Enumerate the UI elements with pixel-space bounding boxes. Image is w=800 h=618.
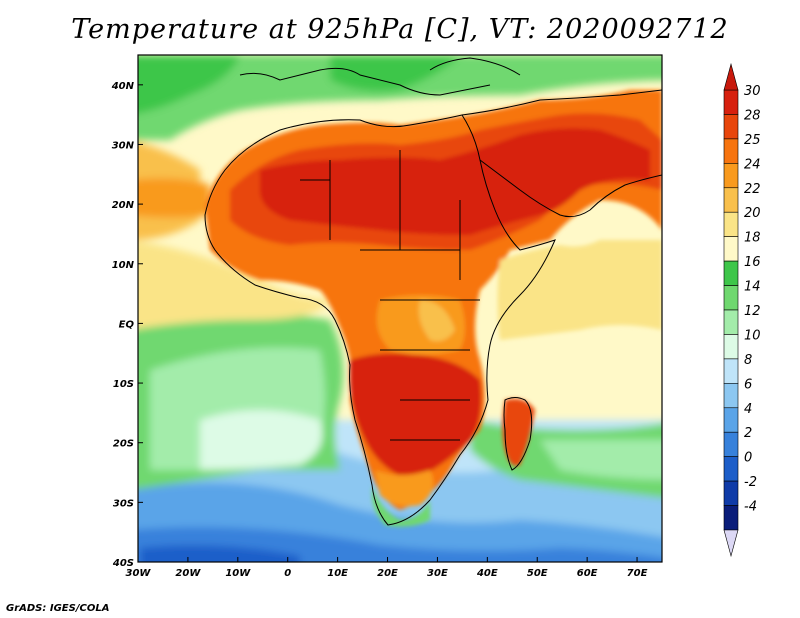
lat-tick-label: 30S <box>113 498 134 509</box>
colorbar-label: 2 <box>744 426 752 441</box>
colorbar-label: 20 <box>744 206 761 221</box>
lat-tick-label: 10N <box>112 260 135 271</box>
colorbar-label: 24 <box>744 157 761 172</box>
temperature-field <box>138 55 662 562</box>
colorbar-label: 30 <box>744 84 761 99</box>
lon-tick-label: 0 <box>284 568 291 579</box>
longitude-axis: 30W 20W 10W 0 10E 20E 30E 40E 50E 60E 70E <box>126 557 648 579</box>
map-title: Temperature at 925hPa [C], VT: 202009271… <box>71 14 729 45</box>
lat-tick-label: 20N <box>112 200 135 211</box>
colorbar-label: 25 <box>744 133 761 148</box>
colorbar-swatch <box>723 480 739 506</box>
colorbar-swatch <box>723 431 739 457</box>
colorbar-label: 4 <box>744 402 752 417</box>
colorbar-swatch <box>723 505 739 531</box>
lon-tick-label: 40E <box>476 568 498 579</box>
lon-tick-label: 20W <box>175 568 201 579</box>
lat-tick-label: 40N <box>111 81 135 92</box>
lon-tick-label: 70E <box>627 568 648 579</box>
colorbar-swatch <box>723 309 739 335</box>
colorbar-label: 14 <box>744 280 761 295</box>
lon-tick-label: 60E <box>577 568 598 579</box>
colorbar-swatch <box>723 211 739 237</box>
colorbar-swatch <box>723 383 739 409</box>
plot-frame <box>137 54 663 563</box>
lon-tick-label: 50E <box>527 568 548 579</box>
colorbar-swatch <box>723 163 739 189</box>
colorbar-swatch <box>723 456 739 482</box>
colorbar-label: 28 <box>744 108 761 123</box>
lon-tick-label: 30W <box>126 568 152 579</box>
lat-tick-label: 30N <box>112 140 135 151</box>
colorbar-swatch <box>723 334 739 360</box>
lon-tick-label: 10W <box>225 568 251 579</box>
colorbar-swatch <box>723 138 739 164</box>
lat-tick-label: 40S <box>112 558 134 569</box>
colorbar-label: 10 <box>744 328 761 343</box>
colorbar-label: 18 <box>744 231 761 246</box>
colorbar-label: -4 <box>744 500 757 515</box>
colorbar-swatch <box>723 407 739 433</box>
lat-tick-label: 20S <box>113 439 134 450</box>
colorbar-swatch <box>723 89 739 115</box>
colorbar-swatch <box>723 236 739 262</box>
colorbar-swatch <box>723 285 739 311</box>
colorbar-label: 16 <box>744 255 761 270</box>
colorbar-label: 12 <box>744 304 761 319</box>
lon-tick-label: 30E <box>427 568 448 579</box>
colorbar-swatch <box>723 358 739 384</box>
colorbar-label: 8 <box>744 353 752 368</box>
lon-tick-label: 10E <box>327 568 348 579</box>
colorbar-top-arrow <box>723 62 739 91</box>
colorbar-swatch <box>723 114 739 140</box>
coastlines <box>204 57 662 526</box>
lat-tick-label: EQ <box>119 319 135 330</box>
colorbar-bottom-arrow <box>723 529 739 558</box>
colorbar-swatch <box>723 187 739 213</box>
lat-tick-label: 10S <box>113 379 134 390</box>
colorbar-swatch <box>723 260 739 286</box>
latitude-axis: 40S 30S 20S 10S EQ 10N 20N 30N 40N <box>111 81 143 569</box>
colorbar-label: -2 <box>744 475 757 490</box>
lon-tick-label: 20E <box>377 568 398 579</box>
colorbar-label: 6 <box>744 377 752 392</box>
credit-text: GrADS: IGES/COLA <box>6 603 110 614</box>
colorbar-label: 22 <box>744 182 761 197</box>
colorbar-label: 0 <box>744 451 752 466</box>
